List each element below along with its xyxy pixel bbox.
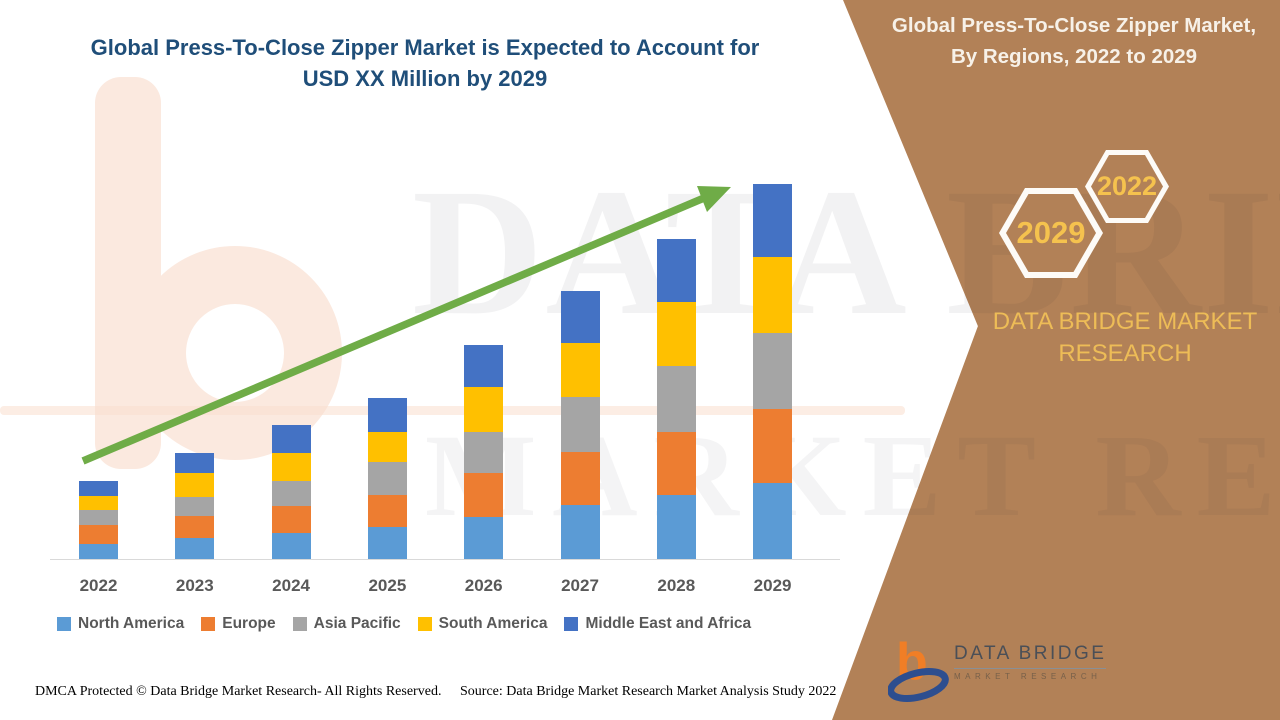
bar-segment-2026-north-america xyxy=(464,517,504,559)
bar-segment-2027-south-america xyxy=(560,343,600,397)
bar-segment-2026-europe xyxy=(464,473,504,517)
legend-swatch-icon xyxy=(417,617,432,631)
bar-segment-2029-middle-east-and-africa xyxy=(753,184,793,257)
bar-segment-2023-south-america xyxy=(175,473,215,497)
x-axis-label-2022: 2022 xyxy=(79,576,118,595)
x-axis-label-2027: 2027 xyxy=(561,576,599,595)
x-axis-label-2028: 2028 xyxy=(657,576,696,595)
legend-label: South America xyxy=(438,615,548,632)
bar-segment-2028-south-america xyxy=(656,302,696,366)
bar-segment-2029-north-america xyxy=(753,483,793,559)
legend-item-south-america: South America xyxy=(417,615,548,633)
data-bridge-logo: b DATA BRIDGE MARKET RESEARCH xyxy=(887,633,1128,708)
bar-segment-2027-middle-east-and-africa xyxy=(560,291,600,343)
logo-subtext: MARKET RESEARCH xyxy=(954,672,1102,681)
bar-segment-2025-south-america xyxy=(367,432,407,462)
legend-swatch-icon xyxy=(201,617,216,631)
bar-segment-2022-middle-east-and-africa xyxy=(79,481,118,496)
legend-item-north-america: North America xyxy=(57,615,184,633)
bar-segment-2027-asia-pacific xyxy=(560,397,600,452)
legend-item-middle-east-and-africa: Middle East and Africa xyxy=(564,615,751,633)
bar-segment-2024-north-america xyxy=(271,533,311,559)
bar-segment-2023-middle-east-and-africa xyxy=(175,453,215,473)
hexagon-badge-2022-label: 2022 xyxy=(1091,155,1163,218)
legend-swatch-icon xyxy=(292,617,307,631)
bar-segment-2022-europe xyxy=(79,525,118,544)
legend-swatch-icon xyxy=(564,617,579,631)
bar-segment-2025-europe xyxy=(367,495,407,527)
legend-label: Middle East and Africa xyxy=(585,615,752,632)
legend-item-europe: Europe xyxy=(201,615,276,633)
footer-dmca-text: DMCA Protected © Data Bridge Market Rese… xyxy=(35,684,442,699)
bar-segment-2023-asia-pacific xyxy=(175,497,215,516)
bar-segment-2022-south-america xyxy=(79,496,118,510)
bar-segment-2028-middle-east-and-africa xyxy=(656,239,696,302)
legend-swatch-icon xyxy=(57,617,71,631)
bar-segment-2028-europe xyxy=(656,432,696,495)
hexagon-badge-2029-label: 2029 xyxy=(1006,194,1096,272)
data-bridge-logo-icon: b xyxy=(887,633,950,705)
chart-title: Global Press-To-Close Zipper Market is E… xyxy=(90,35,760,92)
bar-segment-2028-north-america xyxy=(656,495,696,559)
bar-segment-2026-asia-pacific xyxy=(464,432,504,473)
side-panel-title: Global Press-To-Close Zipper Market, By … xyxy=(891,14,1257,68)
footer-source-text: Source: Data Bridge Market Research Mark… xyxy=(460,684,837,699)
logo-divider xyxy=(954,668,1106,669)
x-axis-label-2025: 2025 xyxy=(368,576,407,595)
bar-segment-2028-asia-pacific xyxy=(656,366,696,432)
bar-segment-2023-north-america xyxy=(175,538,215,559)
bar-segment-2027-europe xyxy=(560,452,600,505)
watermark-logo-b-stem xyxy=(95,77,161,469)
brand-text: DATA BRIDGE MARKET RESEARCH xyxy=(992,308,1258,368)
x-axis-label-2024: 2024 xyxy=(272,576,310,595)
bar-segment-2022-asia-pacific xyxy=(79,510,118,525)
bar-segment-2024-middle-east-and-africa xyxy=(271,425,311,453)
bar-segment-2025-asia-pacific xyxy=(367,462,407,495)
legend-label: Europe xyxy=(222,615,276,632)
bar-segment-2024-south-america xyxy=(271,453,311,481)
legend-label: North America xyxy=(78,615,185,632)
x-axis-line xyxy=(50,559,840,560)
bar-segment-2023-europe xyxy=(175,516,215,538)
x-axis-label-2026: 2026 xyxy=(464,576,503,595)
bar-segment-2029-europe xyxy=(753,409,793,483)
legend-label: Asia Pacific xyxy=(313,615,401,632)
bar-segment-2027-north-america xyxy=(560,505,600,559)
logo-name-text: DATA BRIDGE xyxy=(954,643,1107,664)
bar-segment-2024-asia-pacific xyxy=(271,481,311,506)
bar-segment-2026-south-america xyxy=(464,387,504,432)
x-axis-label-2023: 2023 xyxy=(175,576,214,595)
bar-segment-2026-middle-east-and-africa xyxy=(464,345,504,387)
bar-segment-2024-europe xyxy=(271,506,311,533)
x-axis-label-2029: 2029 xyxy=(753,576,792,595)
bar-segment-2029-asia-pacific xyxy=(753,333,793,409)
legend-item-asia-pacific: Asia Pacific xyxy=(292,615,401,633)
bar-segment-2025-middle-east-and-africa xyxy=(367,398,407,432)
chart-legend: North America Europe Asia Pacific South Ame… xyxy=(57,615,751,633)
bar-segment-2022-north-america xyxy=(79,544,118,559)
bar-segment-2029-south-america xyxy=(753,257,793,333)
bar-segment-2025-north-america xyxy=(367,527,407,559)
